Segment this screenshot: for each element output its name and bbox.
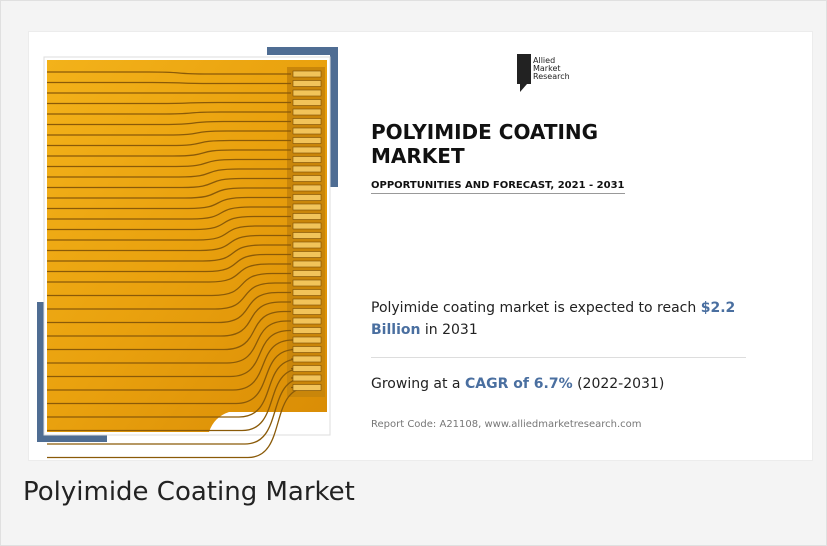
- circuit-film: [47, 60, 327, 432]
- trace: [47, 130, 291, 136]
- logo-text: Research: [533, 72, 570, 81]
- pad: [292, 327, 322, 334]
- trace: [47, 215, 291, 231]
- pad: [292, 346, 322, 353]
- pad: [292, 355, 322, 363]
- pad: [292, 317, 322, 325]
- trace: [47, 158, 291, 168]
- frame-bar: [330, 47, 338, 187]
- logo-icon: [517, 54, 531, 84]
- stat-text: (2022-2031): [577, 376, 665, 392]
- frame-bar: [37, 434, 107, 442]
- title: POLYIMIDE COATING MARKET: [371, 120, 598, 168]
- pad: [292, 374, 322, 382]
- trace: [47, 282, 291, 310]
- trace: [47, 348, 297, 405]
- title-line: POLYIMIDE COATING: [371, 120, 599, 144]
- infographic-card: Allied Market Research POLYIMIDE COATING…: [28, 31, 813, 461]
- trace: [47, 71, 291, 75]
- trace: [47, 329, 291, 378]
- pad: [292, 156, 322, 163]
- pad: [292, 289, 322, 296]
- trace: [47, 234, 291, 252]
- trace: [47, 301, 291, 337]
- logo: Allied Market Research: [517, 54, 570, 92]
- trace: [47, 310, 291, 351]
- trace: [47, 253, 291, 273]
- logo-text: Market: [533, 64, 561, 73]
- trace: [47, 120, 291, 126]
- pad: [292, 194, 322, 201]
- trace: [47, 339, 294, 391]
- trace: [47, 263, 291, 283]
- pad: [292, 80, 322, 87]
- pad: [292, 241, 322, 249]
- pad: [292, 308, 322, 315]
- pad: [292, 213, 322, 220]
- stat: Polyimide coating market is expected to …: [371, 297, 761, 341]
- stat-text: Polyimide coating market is expected to …: [371, 300, 697, 316]
- trace: [47, 139, 291, 147]
- product-image: [37, 47, 338, 459]
- pad: [292, 336, 322, 344]
- stat-highlight: CAGR of 6.7%: [464, 376, 573, 392]
- pad: [292, 232, 322, 239]
- pad: [292, 70, 322, 78]
- pad: [292, 260, 322, 268]
- pad: [292, 384, 322, 391]
- trace: [47, 291, 291, 324]
- trace: [47, 320, 291, 364]
- pad: [292, 127, 322, 135]
- trace: [47, 206, 291, 220]
- trace: [47, 187, 291, 199]
- pad: [292, 108, 322, 116]
- stat-text: in 2031: [424, 322, 478, 338]
- pad: [292, 251, 322, 258]
- pad: [292, 184, 322, 192]
- pad: [292, 365, 322, 372]
- pad: [292, 146, 322, 154]
- trace: [47, 196, 291, 210]
- trace: [47, 244, 291, 262]
- trace: [47, 101, 291, 105]
- frame-bar: [267, 47, 337, 55]
- pad: [292, 89, 322, 97]
- pad: [292, 222, 322, 230]
- stat-highlight: $2.2 Billion: [371, 300, 736, 338]
- separator: [371, 357, 746, 358]
- pad: [292, 298, 322, 306]
- title-line: MARKET: [371, 144, 465, 168]
- trace: [47, 272, 291, 297]
- report-code: Report Code: A21108, www.alliedmarketres…: [371, 419, 642, 430]
- subtitle: OPPORTUNITIES AND FORECAST, 2021 - 2031: [371, 180, 625, 194]
- pad: [292, 99, 322, 106]
- caption: Polyimide Coating Market: [23, 477, 355, 507]
- pad: [292, 270, 322, 277]
- trace: [47, 111, 291, 115]
- stat-text: Growing at a: [371, 376, 461, 392]
- pad: [292, 203, 322, 211]
- trace: [47, 225, 291, 241]
- logo-icon: [520, 84, 527, 92]
- logo-text: Allied: [533, 56, 555, 65]
- pad: [292, 279, 322, 287]
- pad: [292, 118, 322, 125]
- pad: [292, 175, 322, 182]
- pad: [292, 165, 322, 173]
- trace: [47, 168, 291, 178]
- frame-bar: [37, 302, 45, 442]
- trace: [47, 81, 291, 85]
- trace: [47, 149, 291, 157]
- trace: [47, 177, 291, 189]
- stat: Growing at a CAGR of 6.7% (2022-2031): [371, 373, 664, 395]
- pad: [292, 137, 322, 144]
